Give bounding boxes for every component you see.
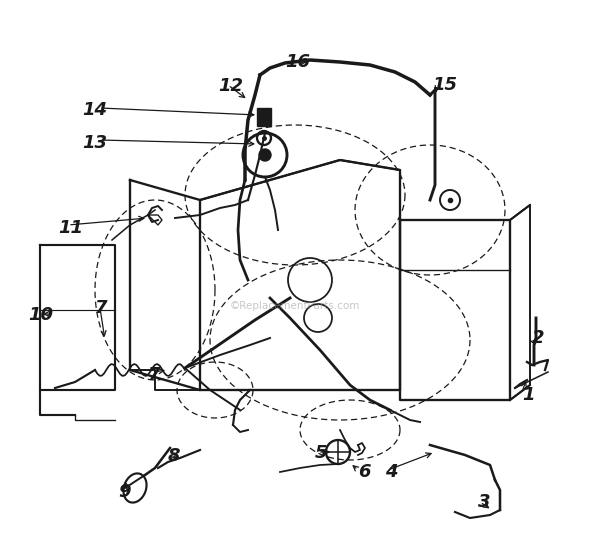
- Text: 1: 1: [522, 386, 535, 404]
- Text: 16: 16: [285, 53, 310, 71]
- Text: 7: 7: [148, 366, 160, 384]
- Text: 9: 9: [118, 483, 130, 501]
- Text: 11: 11: [58, 219, 83, 237]
- Text: 2: 2: [532, 329, 545, 347]
- Text: 4: 4: [385, 463, 398, 481]
- Text: 5: 5: [315, 444, 327, 462]
- Text: 8: 8: [168, 447, 181, 465]
- Text: 3: 3: [478, 493, 490, 511]
- Text: 6: 6: [358, 463, 371, 481]
- Circle shape: [259, 149, 271, 161]
- Text: 7: 7: [95, 299, 107, 317]
- Text: 13: 13: [82, 134, 107, 152]
- Text: 12: 12: [218, 77, 243, 95]
- Text: ©ReplacementParts.com: ©ReplacementParts.com: [230, 301, 360, 311]
- Bar: [257, 108, 271, 126]
- Text: 15: 15: [432, 76, 457, 94]
- Text: 10: 10: [28, 306, 53, 324]
- Text: 14: 14: [82, 101, 107, 119]
